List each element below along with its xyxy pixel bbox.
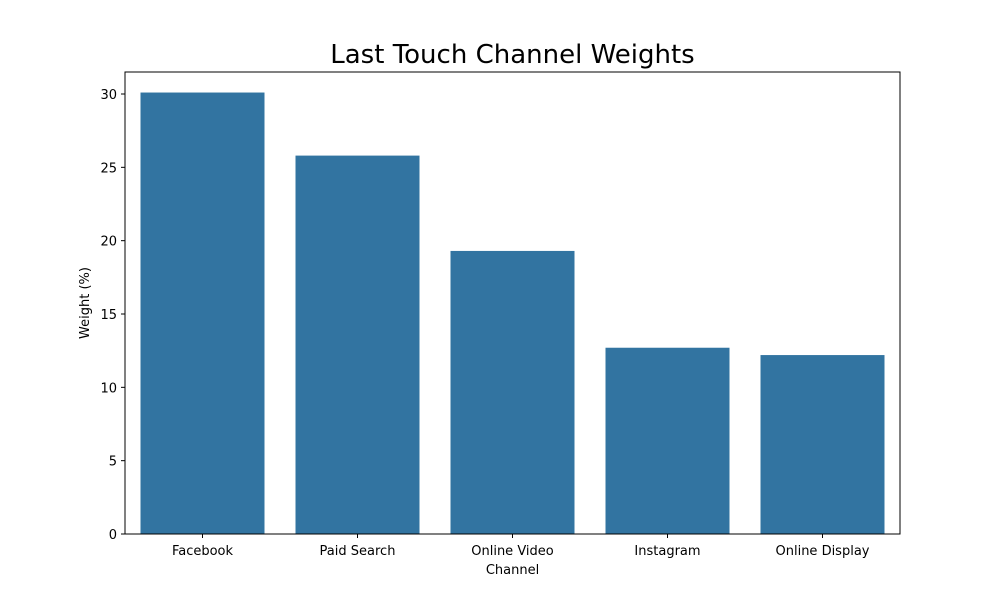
bar-paid-search: [295, 155, 420, 534]
bar-facebook: [140, 92, 265, 535]
y-tick-label: 5: [109, 455, 117, 470]
x-tick-label: Online Display: [776, 544, 870, 559]
x-tick-label: Instagram: [634, 544, 700, 559]
x-axis-ticks: Facebook Paid Search Online Video Instagram…: [172, 534, 870, 559]
y-axis-ticks: 0 5 10 15 20 25 30: [100, 88, 125, 543]
bars-group: [140, 92, 885, 535]
y-tick-label: 25: [100, 161, 117, 176]
y-tick-label: 10: [100, 381, 117, 396]
chart-title: Last Touch Channel Weights: [330, 40, 694, 70]
bar-online-video: [450, 250, 575, 534]
x-tick-label: Paid Search: [320, 544, 396, 559]
x-tick-label: Facebook: [172, 544, 234, 559]
bar-online-display: [760, 355, 885, 534]
y-tick-label: 30: [100, 88, 117, 103]
x-tick-label: Online Video: [471, 544, 554, 559]
y-tick-label: 0: [109, 528, 117, 543]
bar-instagram: [605, 347, 730, 534]
y-tick-label: 15: [100, 308, 117, 323]
y-axis-label: Weight (%): [78, 267, 93, 339]
x-axis-label: Channel: [486, 563, 539, 578]
y-tick-label: 20: [100, 235, 117, 250]
